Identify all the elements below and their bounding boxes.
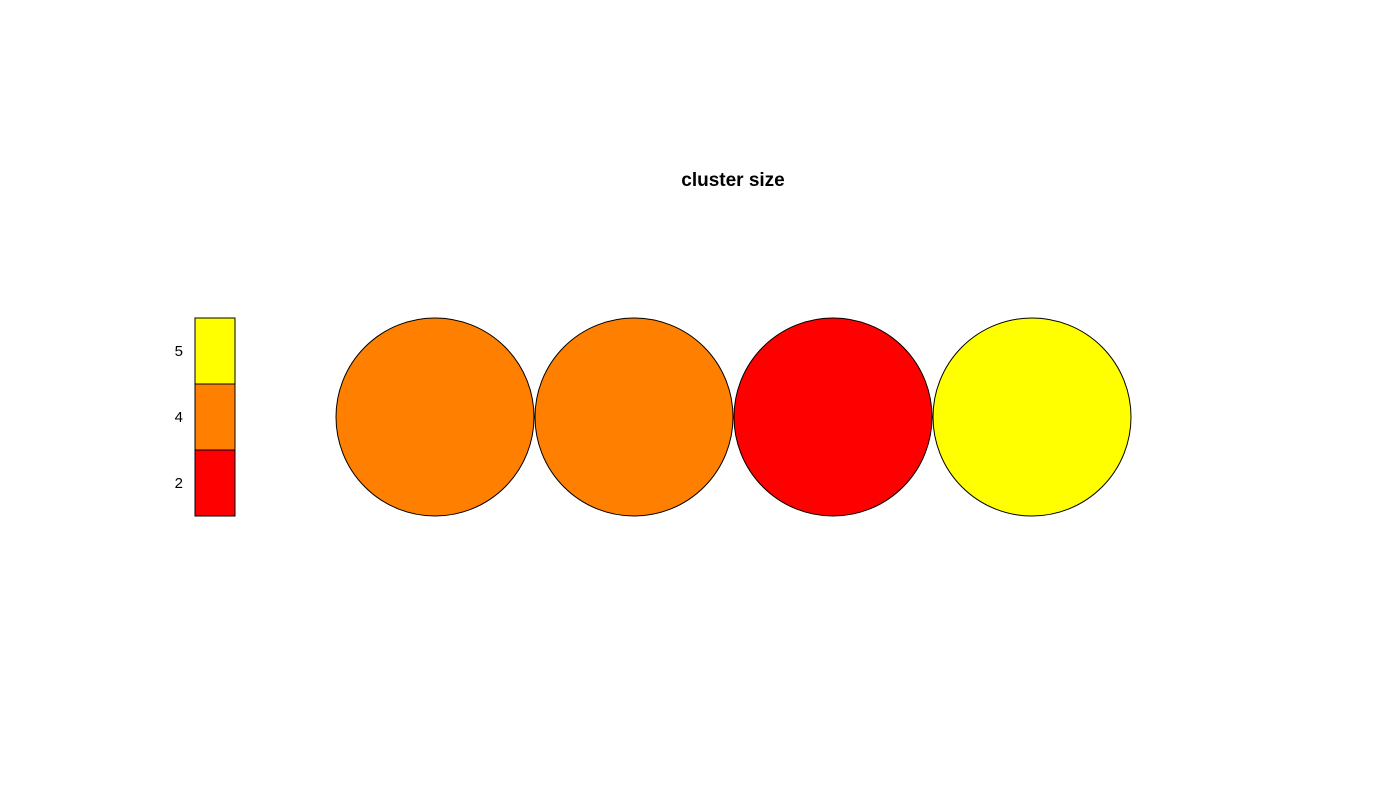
legend-swatch-5 <box>194 317 236 385</box>
chart-title: cluster size <box>681 170 785 191</box>
cluster-node-1 <box>335 317 535 517</box>
cluster-nodes <box>335 317 1132 517</box>
cluster-node-2 <box>534 317 734 517</box>
legend-label-2: 2 <box>175 475 183 492</box>
legend-swatch-4 <box>194 383 236 451</box>
cluster-node-4 <box>932 317 1132 517</box>
cluster-node-3 <box>733 317 933 517</box>
legend-label-4: 4 <box>175 409 183 426</box>
color-legend: 5 4 2 <box>175 317 236 517</box>
legend-swatch-2 <box>194 449 236 517</box>
legend-label-5: 5 <box>175 343 183 360</box>
